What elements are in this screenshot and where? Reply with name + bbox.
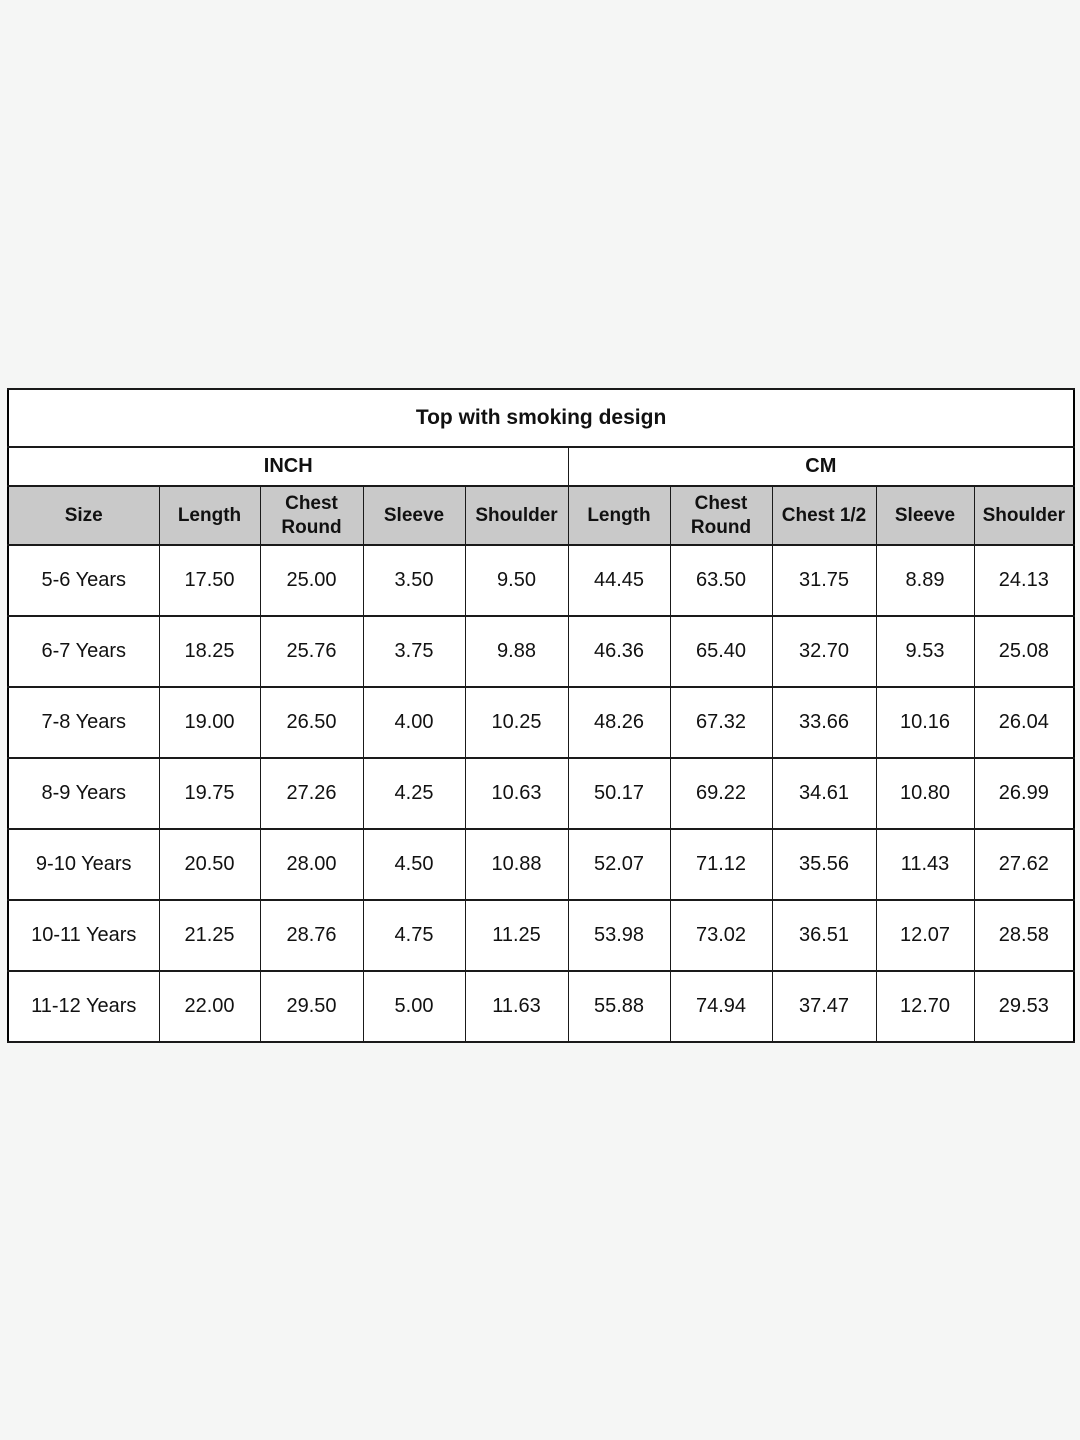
column-header-chest-1-2-cm: Chest 1/2 [771,485,877,546]
data-cell: 9.50 [464,544,569,617]
data-cell: 26.04 [973,686,1075,759]
table-row-8-9-years: 8-9 Years 19.75 27.26 4.25 10.63 50.17 69.22 34… [7,757,1075,830]
data-cell: 12.07 [875,899,975,972]
size-cell: 7-8 Years [7,686,160,759]
size-chart: Top with smoking design INCH CM Size Leng… [7,388,1076,1043]
data-cell: 25.00 [259,544,364,617]
data-cell: 4.00 [362,686,466,759]
data-cell: 65.40 [669,615,773,688]
data-cell: 9.88 [464,615,569,688]
column-header-chest-round-inch: Chest Round [259,485,364,546]
data-cell: 11.63 [464,970,569,1043]
data-cell: 10.63 [464,757,569,830]
table-row-10-11-years: 10-11 Years 21.25 28.76 4.75 11.25 53.98 73.02… [7,899,1075,972]
data-cell: 4.75 [362,899,466,972]
table-row-5-6-years: 5-6 Years 17.50 25.00 3.50 9.50 44.45 63.50 31.… [7,544,1075,617]
size-cell: 8-9 Years [7,757,160,830]
data-cell: 33.66 [771,686,877,759]
data-cell: 18.25 [158,615,261,688]
column-header-sleeve-inch: Sleeve [362,485,466,546]
table-row-9-10-years: 9-10 Years 20.50 28.00 4.50 10.88 52.07 71.12 3… [7,828,1075,901]
data-cell: 37.47 [771,970,877,1043]
data-cell: 10.16 [875,686,975,759]
data-cell: 55.88 [567,970,671,1043]
unit-row: INCH CM [7,446,1075,487]
data-cell: 11.43 [875,828,975,901]
data-cell: 28.00 [259,828,364,901]
data-cell: 9.53 [875,615,975,688]
size-cell: 9-10 Years [7,828,160,901]
data-cell: 19.00 [158,686,261,759]
data-cell: 63.50 [669,544,773,617]
data-cell: 50.17 [567,757,671,830]
data-cell: 74.94 [669,970,773,1043]
data-cell: 12.70 [875,970,975,1043]
size-cell: 6-7 Years [7,615,160,688]
data-cell: 48.26 [567,686,671,759]
data-cell: 22.00 [158,970,261,1043]
data-cell: 8.89 [875,544,975,617]
data-cell: 24.13 [973,544,1075,617]
data-cell: 69.22 [669,757,773,830]
data-cell: 26.50 [259,686,364,759]
data-cell: 4.25 [362,757,466,830]
data-cell: 73.02 [669,899,773,972]
column-header-shoulder-inch: Shoulder [464,485,569,546]
table-row-11-12-years: 11-12 Years 22.00 29.50 5.00 11.63 55.88 74.94… [7,970,1075,1043]
data-cell: 26.99 [973,757,1075,830]
data-cell: 19.75 [158,757,261,830]
column-header-sleeve-cm: Sleeve [875,485,975,546]
data-cell: 28.76 [259,899,364,972]
title-row: Top with smoking design [7,388,1075,448]
data-cell: 25.08 [973,615,1075,688]
size-cell: 10-11 Years [7,899,160,972]
unit-group-inch: INCH [7,446,569,487]
size-cell: 11-12 Years [7,970,160,1043]
column-header-shoulder-cm: Shoulder [973,485,1075,546]
table-row-6-7-years: 6-7 Years 18.25 25.76 3.75 9.88 46.36 65.40 32.… [7,615,1075,688]
data-cell: 10.25 [464,686,569,759]
data-cell: 36.51 [771,899,877,972]
data-cell: 67.32 [669,686,773,759]
data-cell: 4.50 [362,828,466,901]
data-cell: 20.50 [158,828,261,901]
data-cell: 31.75 [771,544,877,617]
data-cell: 5.00 [362,970,466,1043]
data-cell: 71.12 [669,828,773,901]
data-cell: 10.88 [464,828,569,901]
data-cell: 32.70 [771,615,877,688]
data-cell: 21.25 [158,899,261,972]
unit-group-cm: CM [567,446,1075,487]
data-cell: 27.26 [259,757,364,830]
column-header-length-inch: Length [158,485,261,546]
data-cell: 11.25 [464,899,569,972]
data-cell: 28.58 [973,899,1075,972]
data-cell: 25.76 [259,615,364,688]
data-cell: 3.50 [362,544,466,617]
data-cell: 10.80 [875,757,975,830]
table-row-7-8-years: 7-8 Years 19.00 26.50 4.00 10.25 48.26 67.32 33… [7,686,1075,759]
data-cell: 34.61 [771,757,877,830]
column-header-chest-round-cm: Chest Round [669,485,773,546]
data-cell: 29.50 [259,970,364,1043]
table-title: Top with smoking design [7,388,1075,448]
data-cell: 29.53 [973,970,1075,1043]
size-cell: 5-6 Years [7,544,160,617]
data-cell: 27.62 [973,828,1075,901]
data-cell: 44.45 [567,544,671,617]
column-header-row: Size Length Chest Round Sleeve Shoulder Lengt… [7,485,1075,546]
data-cell: 3.75 [362,615,466,688]
column-header-size: Size [7,485,160,546]
data-cell: 53.98 [567,899,671,972]
data-cell: 35.56 [771,828,877,901]
data-cell: 46.36 [567,615,671,688]
size-chart-table: Top with smoking design INCH CM Size Leng… [7,388,1076,1043]
column-header-length-cm: Length [567,485,671,546]
data-cell: 52.07 [567,828,671,901]
data-cell: 17.50 [158,544,261,617]
